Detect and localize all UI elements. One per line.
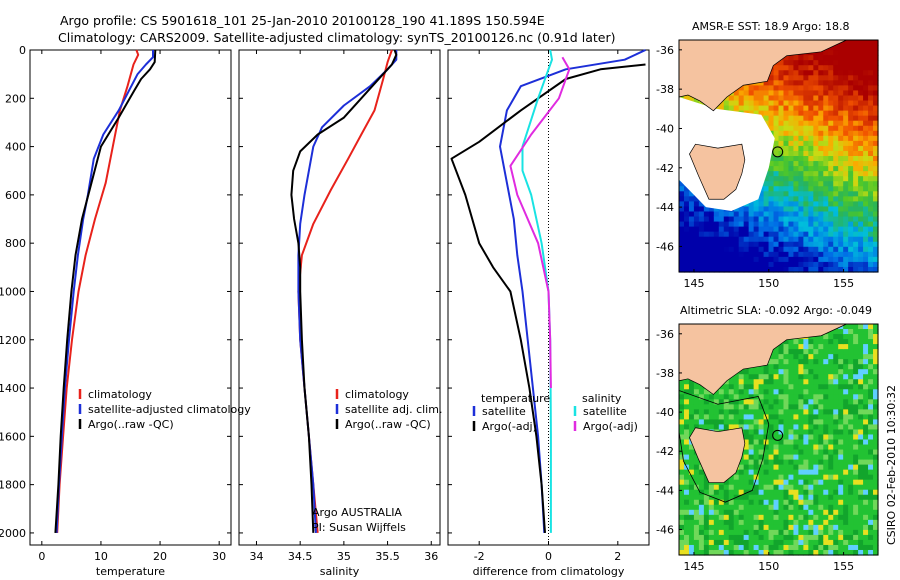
salinity-xtick-label: 34 [249,550,263,563]
sla_map-ytick-label: -40 [656,406,674,419]
difference-series-salinity-satellite [521,49,553,533]
sst_map-ytick-label: -38 [656,83,674,96]
salinity-legend-label: satellite adj. clim. [345,403,442,416]
sla_map-frame [678,323,879,556]
temperature-xtick-label: 0 [38,550,45,563]
sst_map-ytick-label: -44 [656,201,674,214]
sla_map-ytick-label: -38 [656,367,674,380]
salinity-xlabel: salinity [320,565,360,578]
temperature-series-argo-raw-qc- [54,49,157,533]
sla_map-ytick-label: -44 [656,484,674,497]
figure-title-line-2: Climatology: CARS2009. Satellite-adjuste… [58,30,616,45]
sla-map-title: Altimetric SLA: -0.092 Argo: -0.049 [680,304,872,317]
ytick-label: 400 [5,141,26,154]
sst_map-ytick-label: -46 [656,240,674,253]
temperature-xtick-label: 30 [212,550,226,563]
difference-legend-label: satellite [583,405,627,418]
salinity-xtick-label: 36 [424,550,438,563]
side-timestamp-label: CSIRO 02-Feb-2010 10:30:32 [885,384,898,545]
temperature-legend-label: satellite-adjusted climatology [88,403,251,416]
difference-legend-label: satellite [482,405,526,418]
difference-series-temperature-satellite [499,49,646,533]
sla_map-ytick-label: -46 [656,524,674,537]
ytick-label: 600 [5,189,26,202]
salinity-series-argo-raw-qc- [290,49,398,533]
sst_map-xtick-label: 155 [833,277,854,290]
ytick-label: 1400 [0,382,26,395]
difference-xtick-label: -2 [474,550,485,563]
sst_map-xtick-label: 150 [758,277,779,290]
temperature-legend-label: climatology [88,388,152,401]
sla_map-ytick-label: -36 [656,328,674,341]
difference-xtick-label: 0 [545,550,552,563]
sst_map-xtick-label: 145 [683,277,704,290]
salinity-xtick-label: 34.5 [288,550,313,563]
temperature-xtick-label: 10 [94,550,108,563]
salinity-plot-frame [238,49,441,546]
sst_map-ytick-label: -40 [656,122,674,135]
difference-legend-label: Argo(-adj) [482,420,537,433]
salinity-legend-label: Argo(..raw -QC) [345,418,431,431]
sla_map-xtick-label: 150 [758,560,779,573]
difference-xlabel: difference from climatology [473,565,625,578]
sst_map-tasmania-landmass [689,143,746,200]
difference-series-temperature-argo-adj- [450,63,646,533]
ytick-label: 1200 [0,334,26,347]
sla_map-xtick-label: 155 [833,560,854,573]
ytick-label: 200 [5,92,26,105]
sst_map-ytick-label: -42 [656,162,674,175]
temperature-plot-frame [29,49,232,546]
salinity-legend-label: climatology [345,388,409,401]
difference-series-salinity-argo-adj- [509,56,571,389]
sla_map-argo-position-marker [772,429,784,441]
ytick-label: 800 [5,237,26,250]
temperature-xlabel: temperature [96,565,165,578]
sst_map-mainland-landmass [678,39,847,112]
difference-legend-temperature-heading: temperature [481,392,550,405]
sst-map-title: AMSR-E SST: 18.9 Argo: 18.8 [692,20,850,33]
difference-legend-label: Argo(-adj) [583,420,638,433]
difference-xtick-label: 2 [614,550,621,563]
temperature-legend-label: Argo(..raw -QC) [88,418,174,431]
sst_map-argo-position-marker [772,146,784,158]
ytick-label: 0 [19,44,26,57]
ytick-label: 1600 [0,430,26,443]
sla_map-xtick-label: 145 [683,560,704,573]
salinity-xtick-label: 35.5 [375,550,400,563]
ytick-label: 1800 [0,479,26,492]
difference-legend-salinity-heading: salinity [582,392,622,405]
ytick-label: 1000 [0,285,26,298]
sla_map-tasmania-landmass [689,427,746,483]
sst_map-frame [678,39,879,273]
temperature-series-climatology [56,49,140,533]
ytick-label: 2000 [0,527,26,540]
salinity-xtick-label: 35 [337,550,351,563]
figure-title-line-1: Argo profile: CS 5901618_101 25-Jan-2010… [60,13,545,28]
sla_map-heatmap-cells [679,324,879,556]
sla_map-mainland-landmass [678,323,847,395]
salinity-annotation-line-1: Argo AUSTRALIA [312,506,402,519]
sla_map-ytick-label: -42 [656,445,674,458]
temperature-xtick-label: 20 [153,550,167,563]
sst_map-ytick-label: -36 [656,44,674,57]
salinity-annotation-line-2: PI: Susan Wijffels [312,521,406,534]
